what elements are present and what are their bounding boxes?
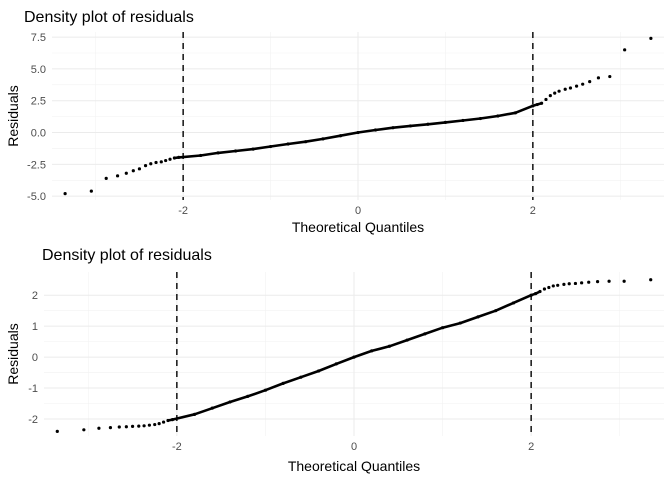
data-point — [557, 89, 561, 93]
data-point — [97, 426, 101, 430]
data-point — [581, 82, 585, 86]
data-point — [55, 429, 59, 433]
y-tick-label: 2.5 — [31, 96, 46, 108]
data-point — [563, 87, 567, 91]
data-point — [164, 158, 168, 163]
chart-title: Density plot of residuals — [24, 9, 194, 26]
data-point — [596, 76, 601, 80]
qq-dense-trace — [174, 102, 542, 160]
data-point — [117, 425, 121, 429]
data-point — [562, 282, 566, 286]
data-point — [574, 84, 579, 88]
data-point — [649, 36, 653, 40]
data-point — [130, 424, 135, 429]
data-point — [143, 164, 148, 168]
y-tick-label: 5.0 — [31, 64, 46, 76]
data-point — [542, 287, 547, 291]
data-point — [153, 422, 157, 427]
data-point — [649, 278, 653, 282]
y-tick-label: 0 — [32, 352, 38, 364]
y-tick-label: 1 — [32, 321, 38, 333]
y-tick-label: -2 — [28, 414, 38, 426]
data-point — [622, 279, 626, 283]
data-point — [137, 167, 142, 171]
y-tick-label: 0.0 — [31, 128, 46, 140]
data-point — [595, 279, 600, 284]
data-point — [115, 174, 120, 178]
data-point — [556, 283, 560, 287]
data-point — [63, 192, 67, 196]
data-point — [608, 74, 612, 79]
x-tick-label: -2 — [178, 205, 188, 217]
data-point — [124, 425, 128, 429]
y-tick-label: -5.0 — [27, 191, 46, 203]
data-point — [580, 281, 584, 285]
data-point — [161, 420, 166, 424]
y-tick-label: 7.5 — [31, 32, 46, 44]
x-tick-label: 0 — [355, 205, 361, 217]
data-point — [551, 284, 555, 288]
y-axis-label: Residuals — [5, 323, 21, 384]
data-point — [544, 97, 548, 102]
x-tick-label: 2 — [528, 441, 534, 453]
data-point — [149, 162, 153, 166]
data-point — [588, 80, 592, 84]
y-axis-label: Residuals — [5, 85, 21, 146]
data-point — [108, 426, 113, 430]
data-point — [157, 422, 161, 426]
panel-2: -2 0 2 -2 -1 0 1 2 Density plot of residuals Theo… — [5, 247, 664, 474]
data-point — [124, 171, 128, 175]
data-point — [548, 94, 552, 98]
data-point — [137, 424, 141, 428]
y-tick-label: 2 — [32, 290, 38, 302]
data-point — [154, 160, 158, 165]
x-tick-label: 0 — [351, 441, 357, 453]
data-point — [159, 160, 163, 164]
qq-dense-trace — [167, 290, 541, 422]
data-point — [568, 86, 573, 90]
data-point — [104, 176, 108, 180]
data-point — [573, 281, 578, 286]
data-point — [82, 428, 86, 432]
panel-1: -2 0 2 -5.0 -2.5 0.0 2.5 5.0 7.5 Density plot of … — [5, 9, 664, 235]
y-tick-label: -1 — [28, 383, 38, 395]
data-point — [623, 48, 627, 52]
chart-title: Density plot of residuals — [42, 247, 212, 264]
y-tick-label: -2.5 — [27, 159, 46, 171]
data-point — [607, 279, 611, 283]
x-tick-label: 2 — [530, 205, 536, 217]
data-point — [89, 189, 93, 193]
data-point — [142, 424, 146, 428]
x-tick-label: -2 — [172, 441, 182, 453]
data-point — [553, 91, 557, 95]
data-point — [567, 282, 571, 286]
data-point — [547, 285, 551, 290]
data-point — [147, 423, 151, 427]
data-point — [587, 280, 591, 284]
data-point — [168, 157, 172, 161]
x-axis-label: Theoretical Quantiles — [292, 219, 424, 235]
x-axis-label: Theoretical Quantiles — [288, 458, 420, 474]
data-point — [131, 169, 135, 173]
